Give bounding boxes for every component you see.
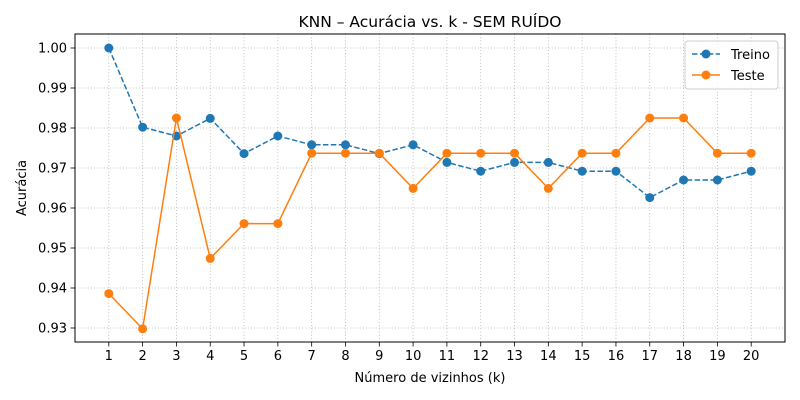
- data-point-treino: [104, 43, 114, 53]
- x-tick-label: 1: [105, 349, 113, 364]
- x-tick-label: 17: [641, 349, 658, 364]
- y-axis-ticks: 0.93 0.94 0.95 0.96 0.97 0.98 0.99 1.00: [38, 42, 75, 337]
- y-tick-label: 0.94: [38, 282, 67, 297]
- x-axis-ticks: 1 2 3 4 5 6 7 8 9 10 11 12 13 14 15 16 17 18 19 20: [105, 342, 760, 364]
- x-tick-label: 10: [405, 349, 422, 364]
- data-point-treino: [476, 166, 486, 176]
- data-point-treino: [239, 149, 249, 159]
- x-tick-label: 20: [743, 349, 760, 364]
- data-point-teste: [476, 148, 486, 158]
- data-point-teste: [374, 148, 384, 158]
- data-point-teste: [543, 183, 553, 193]
- x-tick-label: 11: [439, 349, 456, 364]
- data-point-treino: [340, 140, 350, 150]
- data-point-teste: [746, 148, 756, 158]
- data-point-teste: [171, 113, 181, 123]
- x-axis-label: Número de vizinhos (k): [355, 371, 506, 386]
- chart-title: KNN – Acurácia vs. k - SEM RUÍDO: [298, 12, 561, 31]
- data-point-teste: [611, 148, 621, 158]
- data-point-teste: [340, 148, 350, 158]
- x-tick-label: 19: [709, 349, 726, 364]
- x-tick-label: 9: [375, 349, 383, 364]
- legend-label-teste: Teste: [730, 69, 765, 84]
- data-point-teste: [307, 148, 317, 158]
- data-point-treino: [510, 157, 520, 167]
- data-point-teste: [577, 148, 587, 158]
- y-tick-label: 0.99: [38, 82, 67, 97]
- x-tick-label: 15: [574, 349, 591, 364]
- data-point-treino: [577, 166, 587, 176]
- data-point-treino: [645, 193, 655, 203]
- y-tick-label: 0.93: [38, 322, 67, 337]
- legend: Treino Teste: [684, 40, 779, 90]
- series-line-treino: [108, 47, 752, 199]
- x-tick-label: 5: [240, 349, 248, 364]
- data-point-treino: [138, 122, 148, 132]
- series-layer: [104, 43, 756, 334]
- legend-label-treino: Treino: [730, 48, 770, 63]
- legend-marker-treino: [701, 49, 711, 59]
- data-point-treino: [307, 140, 317, 150]
- data-point-teste: [510, 148, 520, 158]
- x-tick-label: 6: [274, 349, 282, 364]
- data-point-treino: [273, 131, 283, 141]
- x-tick-label: 12: [472, 349, 489, 364]
- y-tick-label: 0.98: [38, 122, 67, 137]
- plot-frame: [74, 33, 786, 343]
- data-point-teste: [239, 219, 249, 229]
- y-axis-label: Acurácia: [15, 160, 30, 216]
- data-point-treino: [712, 175, 722, 185]
- legend-marker-teste: [701, 70, 711, 80]
- data-point-teste: [442, 148, 452, 158]
- data-point-treino: [679, 175, 689, 185]
- data-point-treino: [442, 157, 452, 167]
- data-point-teste: [104, 289, 114, 299]
- x-tick-label: 4: [206, 349, 214, 364]
- x-tick-label: 16: [608, 349, 625, 364]
- data-point-treino: [543, 157, 553, 167]
- data-point-teste: [679, 113, 689, 123]
- x-tick-label: 8: [341, 349, 349, 364]
- data-point-teste: [205, 253, 215, 263]
- y-tick-label: 0.96: [38, 202, 67, 217]
- data-point-teste: [408, 183, 418, 193]
- x-tick-label: 2: [138, 349, 146, 364]
- y-tick-label: 1.00: [38, 42, 67, 57]
- data-point-treino: [408, 140, 418, 150]
- data-point-teste: [712, 148, 722, 158]
- x-tick-label: 18: [675, 349, 692, 364]
- data-point-teste: [273, 219, 283, 229]
- x-tick-label: 3: [172, 349, 180, 364]
- data-point-treino: [611, 166, 621, 176]
- series-line-teste: [108, 117, 752, 330]
- data-point-treino: [746, 166, 756, 176]
- data-point-teste: [645, 113, 655, 123]
- x-tick-label: 14: [540, 349, 557, 364]
- data-point-treino: [205, 113, 215, 123]
- x-tick-label: 13: [506, 349, 523, 364]
- y-tick-label: 0.97: [38, 162, 67, 177]
- data-point-teste: [138, 324, 148, 334]
- y-tick-label: 0.95: [38, 242, 67, 257]
- series-teste: [104, 113, 756, 334]
- x-tick-label: 7: [308, 349, 316, 364]
